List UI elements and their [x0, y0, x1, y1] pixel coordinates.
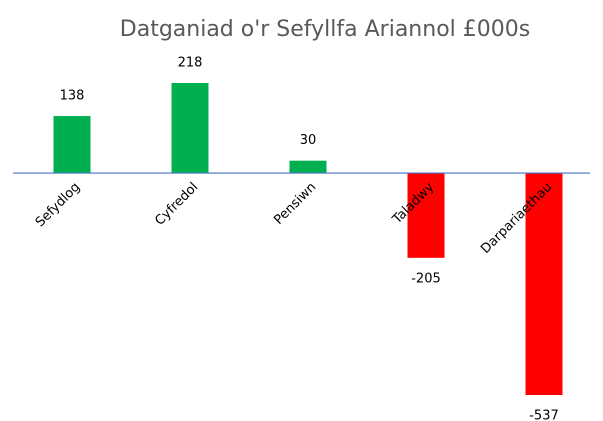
data-label: 218	[178, 56, 203, 71]
data-label: 30	[300, 133, 317, 148]
data-label: 138	[60, 89, 85, 104]
data-label: -205	[411, 271, 441, 286]
chart-title: Datganiad o'r Sefyllfa Ariannol £000s	[120, 17, 530, 42]
bar	[289, 160, 327, 174]
bar	[171, 83, 209, 174]
bar	[53, 116, 91, 174]
data-label: -537	[529, 409, 559, 421]
bar	[525, 173, 563, 395]
bar	[407, 173, 445, 258]
